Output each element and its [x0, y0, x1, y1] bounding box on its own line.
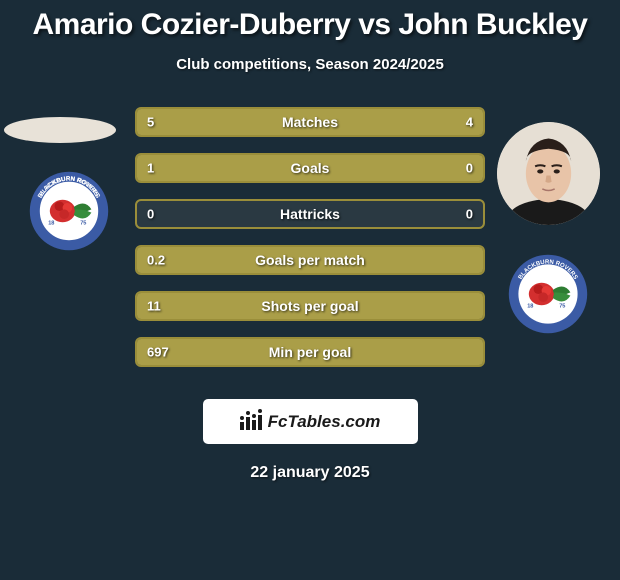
- date-text: 22 january 2025: [0, 464, 620, 482]
- subtitle: Club competitions, Season 2024/2025: [0, 56, 620, 73]
- player1-photo: [4, 117, 116, 143]
- player2-photo: [497, 122, 600, 225]
- stat-label: Goals per match: [137, 252, 483, 268]
- svg-text:18: 18: [527, 304, 533, 310]
- fctables-logo-icon: [240, 413, 262, 430]
- stat-label: Min per goal: [137, 344, 483, 360]
- svg-text:75: 75: [559, 304, 565, 310]
- page-title: Amario Cozier-Duberry vs John Buckley: [0, 8, 620, 42]
- svg-text:75: 75: [80, 221, 86, 227]
- stat-label: Shots per goal: [137, 298, 483, 314]
- stat-row: 11Shots per goal: [135, 291, 485, 321]
- comparison-bars: 5Matches41Goals00Hattricks00.2Goals per …: [135, 107, 485, 367]
- stat-row: 0Hattricks0: [135, 199, 485, 229]
- attribution-text: FcTables.com: [268, 412, 381, 432]
- stat-label: Goals: [137, 160, 483, 176]
- stats-area: BLACKBURN ROVERS BLACKBURN ROVERS ARTE E…: [0, 107, 620, 397]
- stat-row: 1Goals0: [135, 153, 485, 183]
- comparison-card: Amario Cozier-Duberry vs John Buckley Cl…: [0, 0, 620, 580]
- stat-label: Matches: [137, 114, 483, 130]
- stat-row: 0.2Goals per match: [135, 245, 485, 275]
- stat-row: 5Matches4: [135, 107, 485, 137]
- stat-right-value: 0: [466, 161, 473, 176]
- player2-club-badge: BLACKBURN ROVERS ARTE ET LABORE 18 75: [508, 254, 588, 334]
- stat-row: 697Min per goal: [135, 337, 485, 367]
- stat-right-value: 0: [466, 207, 473, 222]
- player1-club-badge: BLACKBURN ROVERS BLACKBURN ROVERS ARTE E…: [29, 171, 109, 251]
- stat-right-value: 4: [466, 115, 473, 130]
- attribution-badge: FcTables.com: [203, 399, 418, 444]
- stat-label: Hattricks: [137, 206, 483, 222]
- svg-text:18: 18: [48, 221, 54, 227]
